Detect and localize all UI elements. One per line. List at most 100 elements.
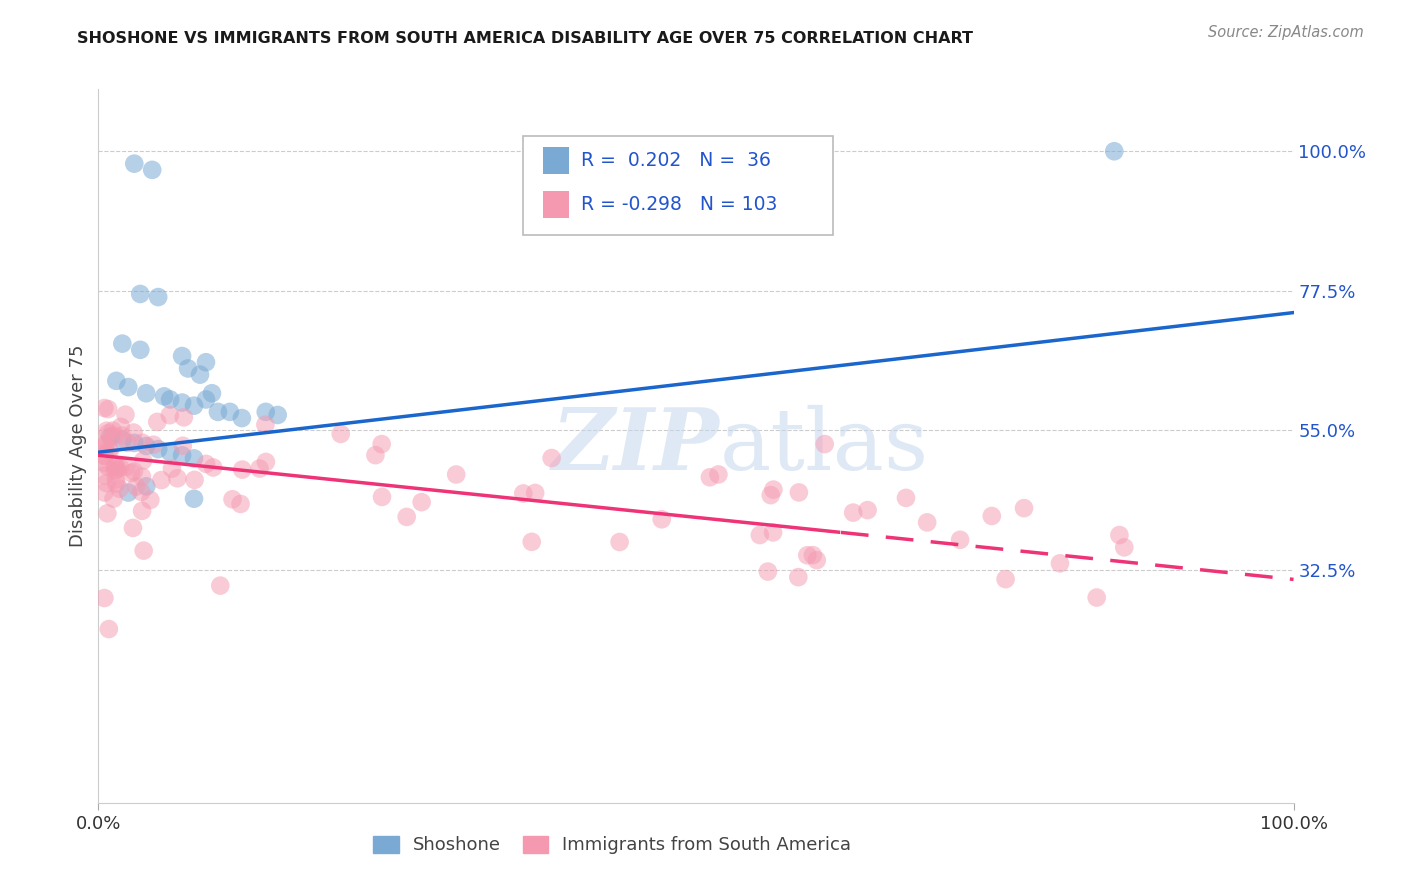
Point [183, 399, 205, 413]
Point [101, 424, 124, 438]
Point [146, 415, 169, 429]
Point [139, 492, 162, 507]
Point [1108, 528, 1130, 542]
Point [131, 504, 153, 518]
Point [759, 488, 782, 502]
Point [97, 426, 120, 441]
Point [96, 507, 118, 521]
Point [93, 440, 115, 454]
Point [806, 553, 828, 567]
Point [122, 521, 145, 535]
Point [411, 495, 433, 509]
Text: Source: ZipAtlas.com: Source: ZipAtlas.com [1208, 25, 1364, 40]
Point [231, 411, 253, 425]
Point [96, 424, 118, 438]
Point [801, 548, 824, 562]
Point [1049, 557, 1071, 571]
Point [150, 473, 173, 487]
Point [111, 336, 134, 351]
Point [124, 156, 146, 170]
Point [141, 162, 163, 177]
Point [229, 497, 252, 511]
Point [129, 343, 152, 357]
Point [856, 503, 879, 517]
Point [814, 437, 837, 451]
Point [524, 486, 547, 500]
Bar [543, 191, 569, 218]
Point [120, 466, 142, 480]
Point [114, 408, 136, 422]
Point [894, 491, 917, 505]
Point [94, 437, 117, 451]
Point [117, 380, 139, 394]
Point [129, 287, 152, 301]
Point [267, 408, 290, 422]
Point [124, 436, 146, 450]
Point [395, 509, 418, 524]
Point [153, 389, 176, 403]
Point [98, 430, 122, 444]
Point [195, 457, 218, 471]
Point [110, 460, 132, 475]
Point [540, 450, 562, 465]
Point [98, 443, 121, 458]
Point [1012, 501, 1035, 516]
Point [93, 449, 115, 463]
Point [131, 469, 153, 483]
Point [254, 405, 277, 419]
Text: R =  0.202   N =  36: R = 0.202 N = 36 [581, 152, 770, 170]
Point [177, 361, 200, 376]
Point [748, 528, 770, 542]
Point [221, 492, 243, 507]
Point [93, 591, 115, 605]
Point [148, 290, 170, 304]
Point [254, 417, 277, 432]
Point [122, 425, 145, 440]
Point [183, 451, 205, 466]
Point [172, 448, 194, 462]
Point [202, 460, 225, 475]
Point [131, 435, 153, 450]
Point [93, 401, 115, 415]
Point [787, 570, 810, 584]
Point [172, 439, 194, 453]
Point [329, 426, 352, 441]
Point [707, 467, 730, 482]
Point [364, 448, 387, 462]
Point [195, 355, 218, 369]
Text: atlas: atlas [720, 404, 929, 488]
Point [183, 491, 205, 506]
Point [762, 483, 785, 497]
Text: SHOSHONE VS IMMIGRANTS FROM SOUTH AMERICA DISABILITY AGE OVER 75 CORRELATION CHA: SHOSHONE VS IMMIGRANTS FROM SOUTH AMERIC… [77, 31, 973, 46]
Point [231, 462, 253, 476]
Point [173, 410, 195, 425]
Point [93, 449, 115, 463]
Point [132, 453, 155, 467]
Point [104, 460, 127, 475]
Point [444, 467, 467, 482]
Point [201, 386, 224, 401]
Point [370, 437, 392, 451]
Point [371, 490, 394, 504]
Point [93, 485, 115, 500]
Point [117, 485, 139, 500]
Point [111, 428, 134, 442]
Point [104, 463, 127, 477]
Point [135, 439, 157, 453]
Point [105, 374, 128, 388]
Y-axis label: Disability Age Over 75: Disability Age Over 75 [69, 344, 87, 548]
Point [1114, 541, 1136, 555]
Point [142, 438, 165, 452]
Point [117, 435, 139, 450]
Point [115, 460, 138, 475]
Point [195, 392, 218, 407]
Point [111, 433, 134, 447]
Bar [543, 147, 569, 175]
Point [135, 386, 157, 401]
Legend: Shoshone, Immigrants from South America: Shoshone, Immigrants from South America [366, 829, 859, 862]
Point [796, 548, 818, 562]
Point [159, 408, 181, 422]
Point [188, 368, 211, 382]
Point [172, 349, 194, 363]
Point [651, 512, 673, 526]
